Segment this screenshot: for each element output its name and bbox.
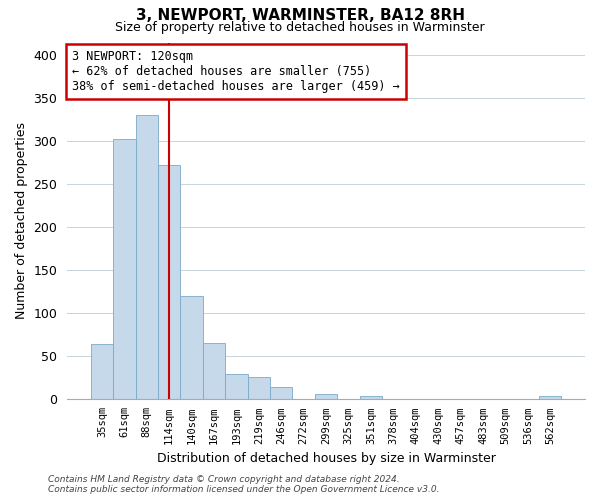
Bar bbox=[181, 296, 203, 399]
Bar bbox=[91, 344, 113, 399]
Bar bbox=[315, 394, 337, 398]
Text: Size of property relative to detached houses in Warminster: Size of property relative to detached ho… bbox=[115, 21, 485, 34]
Bar bbox=[248, 377, 270, 398]
Bar bbox=[270, 388, 292, 398]
Bar bbox=[225, 374, 248, 398]
X-axis label: Distribution of detached houses by size in Warminster: Distribution of detached houses by size … bbox=[157, 452, 496, 465]
Text: 3 NEWPORT: 120sqm
← 62% of detached houses are smaller (755)
38% of semi-detache: 3 NEWPORT: 120sqm ← 62% of detached hous… bbox=[73, 50, 400, 92]
Text: Contains HM Land Registry data © Crown copyright and database right 2024.
Contai: Contains HM Land Registry data © Crown c… bbox=[48, 474, 439, 494]
Bar bbox=[158, 165, 181, 398]
Bar bbox=[539, 396, 562, 398]
Bar bbox=[136, 116, 158, 399]
Bar bbox=[113, 140, 136, 398]
Text: 3, NEWPORT, WARMINSTER, BA12 8RH: 3, NEWPORT, WARMINSTER, BA12 8RH bbox=[136, 8, 464, 22]
Bar bbox=[203, 343, 225, 398]
Y-axis label: Number of detached properties: Number of detached properties bbox=[15, 122, 28, 319]
Bar bbox=[360, 396, 382, 398]
